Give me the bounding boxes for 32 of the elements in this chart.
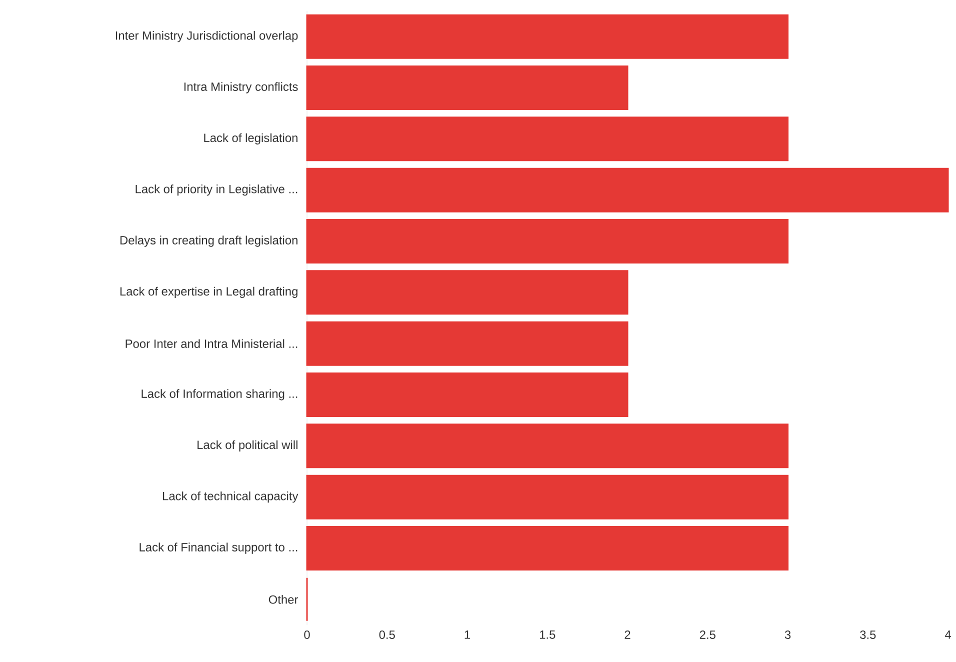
y-tick-label: Delays in creating draft legislation (120, 236, 298, 247)
bar (306, 474, 789, 520)
bar (306, 270, 628, 315)
y-tick-label: Intra Ministry conflicts (184, 82, 298, 94)
bar (306, 218, 789, 264)
bar (306, 526, 789, 570)
x-tick-label: 0.5 (379, 630, 395, 639)
bar (306, 321, 628, 366)
bar (306, 424, 789, 468)
x-tick-label: 3 (784, 630, 791, 639)
y-tick-label: Lack of Information sharing ... (142, 389, 298, 400)
bar (306, 372, 628, 417)
bar (306, 14, 789, 59)
x-tick-label: 1 (464, 630, 470, 639)
y-tick-label: Other (268, 595, 298, 604)
y-tick-label: Poor Inter and Intra Ministerial ... (126, 339, 298, 348)
y-tick-label: Lack of legislation (204, 133, 298, 144)
bar (306, 65, 628, 110)
y-tick-label: Lack of political will (198, 440, 298, 452)
x-tick-label: 2 (624, 630, 630, 639)
x-tick-label: 3.5 (860, 630, 876, 639)
x-tick-label: 1.5 (540, 630, 556, 639)
y-tick-label: Inter Ministry Jurisdictional overlap (116, 31, 298, 42)
y-tick-label: Lack of technical capacity (162, 492, 298, 503)
bar (306, 116, 789, 162)
bar (306, 168, 949, 212)
x-tick-label: 4 (944, 630, 951, 639)
y-tick-label: Lack of Financial support to ... (140, 542, 298, 554)
y-tick-label: Lack of expertise in Legal drafting (120, 286, 298, 298)
x-tick-label: 0 (304, 630, 310, 639)
y-tick-label: Lack of priority in Legislative ... (136, 184, 298, 196)
x-tick-label: 2.5 (700, 630, 716, 639)
